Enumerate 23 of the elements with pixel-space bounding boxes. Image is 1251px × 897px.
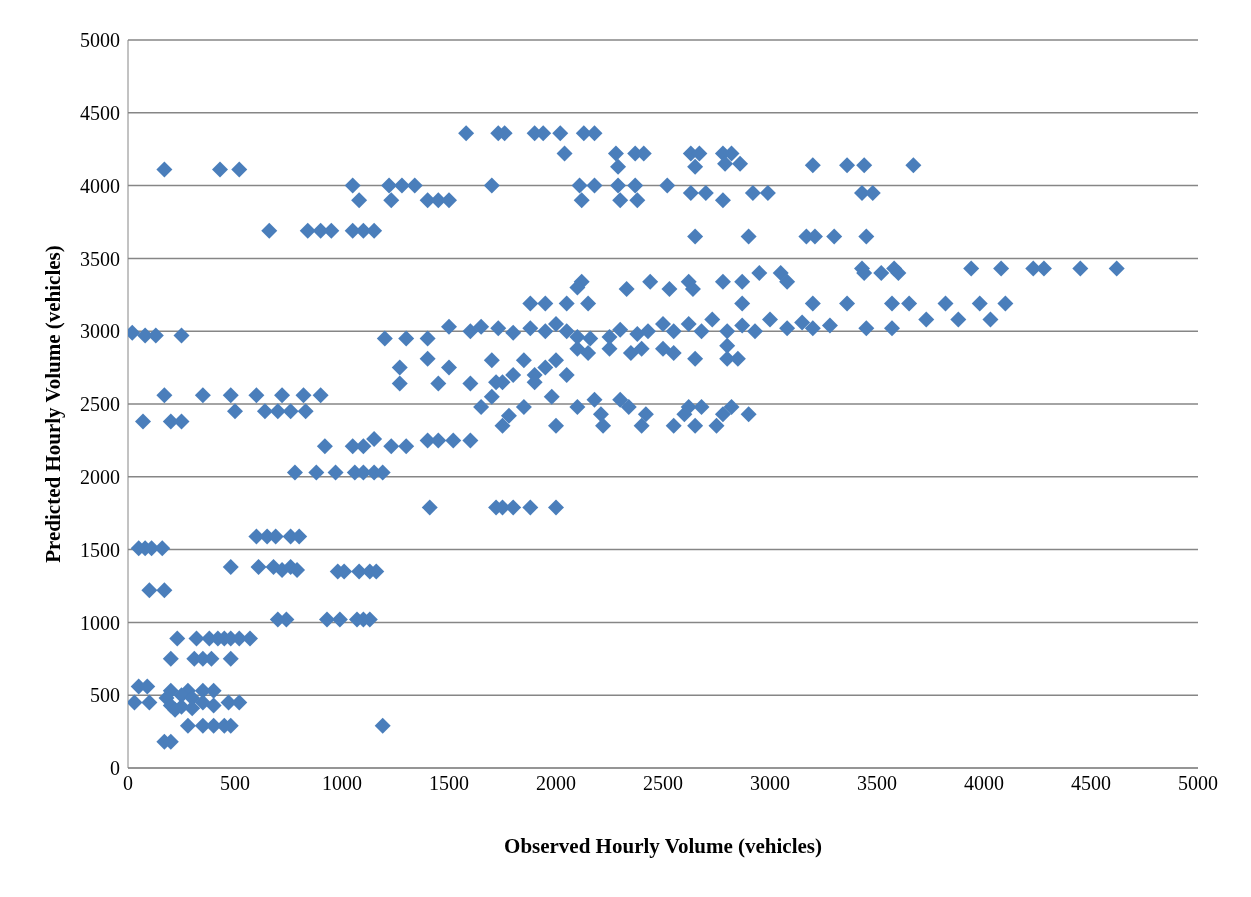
- y-tick-label: 5000: [80, 29, 120, 52]
- y-tick-label: 0: [110, 757, 120, 780]
- x-tick-label: 4500: [1071, 772, 1111, 795]
- x-tick-label: 5000: [1178, 772, 1218, 795]
- x-tick-label: 2500: [643, 772, 683, 795]
- y-tick-label: 4500: [80, 101, 120, 124]
- y-tick-label: 4000: [80, 174, 120, 197]
- y-axis-title: Predicted Hourly Volume (vehicles): [41, 245, 66, 563]
- y-tick-label: 3000: [80, 320, 120, 343]
- x-tick-label: 3000: [750, 772, 790, 795]
- x-tick-label: 2000: [536, 772, 576, 795]
- y-tick-label: 2500: [80, 393, 120, 416]
- y-tick-label: 1000: [80, 611, 120, 634]
- y-tick-label: 3500: [80, 247, 120, 270]
- x-tick-label: 1000: [322, 772, 362, 795]
- x-tick-label: 3500: [857, 772, 897, 795]
- y-tick-label: 1500: [80, 538, 120, 561]
- x-axis-title: Observed Hourly Volume (vehicles): [504, 833, 822, 858]
- x-tick-label: 4000: [964, 772, 1004, 795]
- y-tick-label: 500: [90, 684, 120, 707]
- y-tick-label: 2000: [80, 465, 120, 488]
- x-tick-label: 1500: [429, 772, 469, 795]
- x-tick-label: 500: [220, 772, 250, 795]
